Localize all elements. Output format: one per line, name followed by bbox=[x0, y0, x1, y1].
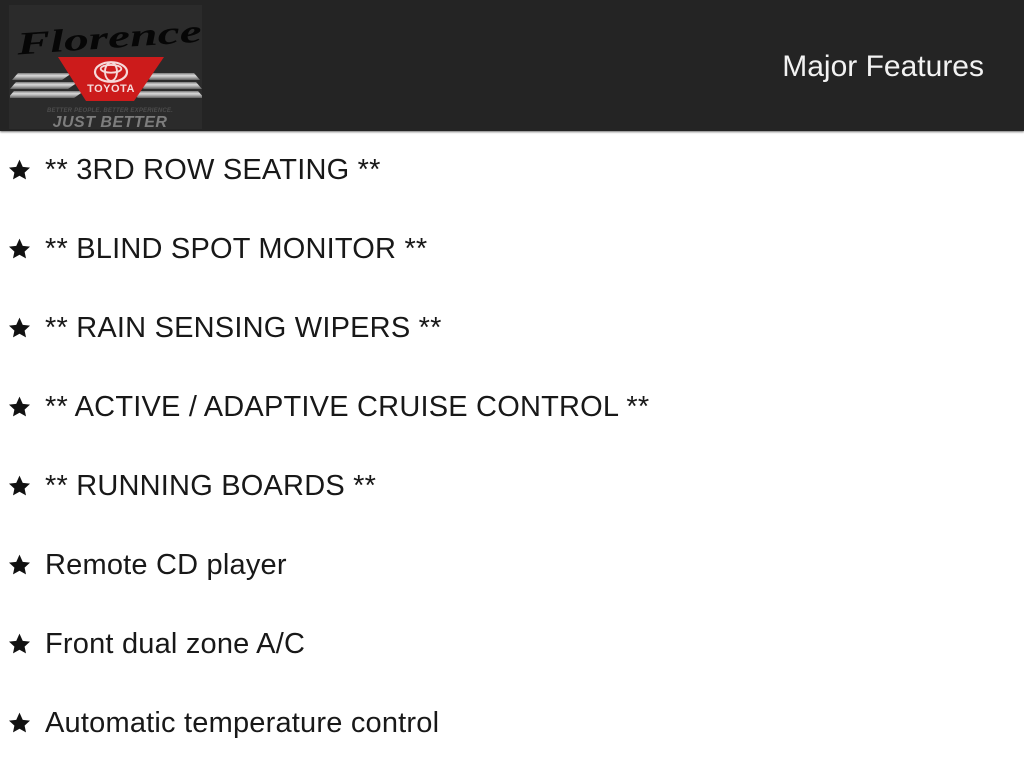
svg-text:Florence: Florence bbox=[14, 13, 202, 62]
svg-text:JUST BETTER: JUST BETTER bbox=[53, 114, 168, 128]
svg-text:TOYOTA: TOYOTA bbox=[87, 83, 135, 95]
